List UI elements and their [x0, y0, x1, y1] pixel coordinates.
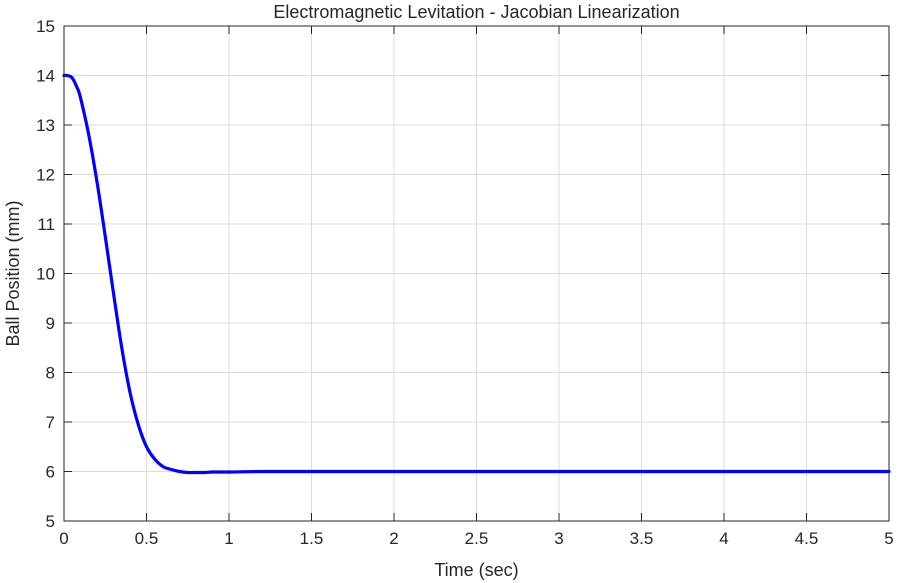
- y-tick-label: 11: [37, 215, 55, 234]
- y-tick-label: 6: [46, 463, 55, 482]
- y-axis-label: Ball Position (mm): [3, 200, 23, 346]
- y-tick-label: 8: [46, 364, 55, 383]
- x-tick-label: 1: [224, 529, 233, 548]
- x-tick-label: 5: [884, 529, 893, 548]
- x-axis-label: Time (sec): [434, 560, 518, 580]
- y-tick-label: 15: [36, 17, 55, 36]
- x-tick-label: 3.5: [630, 529, 654, 548]
- x-tick-label: 3: [554, 529, 563, 548]
- x-tick-labels: 0 0.5 1 1.5 2 2.5 3 3.5 4 4.5 5: [59, 529, 893, 548]
- x-tick-label: 2: [389, 529, 398, 548]
- y-tick-label: 10: [36, 265, 55, 284]
- y-tick-label: 14: [36, 67, 55, 86]
- y-tick-label: 12: [36, 166, 55, 185]
- x-tick-label: 4.5: [795, 529, 819, 548]
- y-tick-label: 9: [46, 314, 55, 333]
- series-layer: [62, 73, 891, 475]
- y-tick-labels: 5 6 7 8 9 10 11 12 13 14 15: [36, 17, 55, 531]
- x-tick-label: 0.5: [135, 529, 159, 548]
- y-tick-label: 7: [46, 413, 55, 432]
- grid: [64, 26, 889, 521]
- x-tick-label: 0: [59, 529, 68, 548]
- chart-title: Electromagnetic Levitation - Jacobian Li…: [273, 2, 679, 22]
- tick-marks: [63, 25, 890, 522]
- x-tick-label: 4: [719, 529, 728, 548]
- y-tick-label: 5: [46, 512, 55, 531]
- x-tick-label: 1.5: [300, 529, 324, 548]
- x-tick-label: 2.5: [465, 529, 489, 548]
- series-line-ball-position: [62, 73, 891, 475]
- y-tick-label: 13: [36, 116, 55, 135]
